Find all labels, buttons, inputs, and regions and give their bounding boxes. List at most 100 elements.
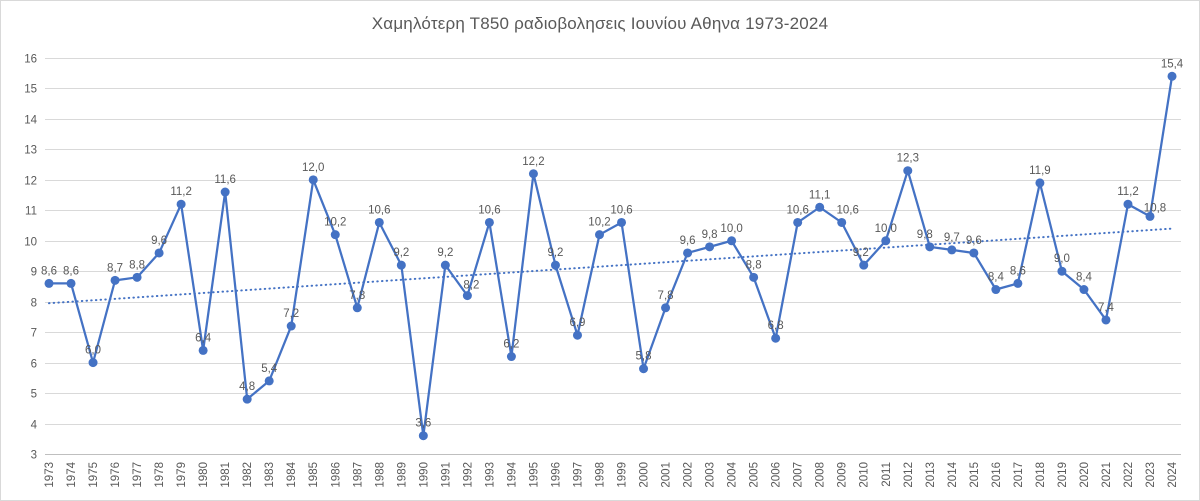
data-label: 9,6 [966, 235, 982, 247]
data-point-marker [903, 166, 913, 176]
data-label: 9,6 [151, 235, 167, 247]
data-point-marker [661, 303, 671, 313]
data-point-marker [969, 248, 979, 258]
data-label: 6,8 [768, 320, 784, 332]
y-tick-label: 6 [31, 359, 37, 371]
x-tick-label: 2014 [947, 461, 959, 487]
data-point-marker [198, 345, 208, 355]
data-point-marker [330, 230, 340, 240]
data-point-marker [881, 236, 891, 246]
x-tick-label: 1993 [484, 462, 496, 488]
data-point-marker [1123, 199, 1133, 209]
data-point-marker [683, 248, 693, 258]
x-tick-label: 1989 [396, 462, 408, 488]
data-label: 10,0 [875, 223, 897, 235]
data-label: 9,8 [702, 229, 718, 241]
data-label: 9,6 [680, 235, 696, 247]
y-axis-tick-labels: 3 4 5 6 7 8 9 10 11 12 13 14 15 16 [24, 54, 37, 462]
x-tick-label: 1994 [506, 461, 518, 487]
x-tick-label: 1999 [617, 462, 629, 488]
data-point-marker [308, 175, 318, 185]
data-point-marker [727, 236, 737, 246]
data-label: 8,6 [63, 265, 79, 277]
x-tick-label: 1976 [110, 462, 122, 488]
data-label: 9,2 [853, 247, 869, 259]
data-label: 5,8 [636, 351, 652, 363]
data-point-marker [440, 260, 450, 270]
data-point-marker [793, 217, 803, 227]
y-tick-label: 16 [24, 54, 37, 66]
x-tick-label: 2020 [1079, 462, 1091, 488]
x-tick-label: 1998 [595, 462, 607, 488]
data-point-marker [528, 169, 538, 179]
data-point-marker [815, 202, 825, 212]
data-point-marker [352, 303, 362, 313]
x-tick-label: 1974 [66, 461, 78, 487]
data-label: 8,8 [129, 259, 145, 271]
data-label: 9,8 [917, 229, 933, 241]
data-label: 10,6 [478, 204, 500, 216]
data-label: 6,4 [195, 332, 212, 344]
data-point-marker [132, 272, 142, 282]
x-tick-label: 2002 [683, 462, 695, 488]
x-tick-label: 2017 [1013, 462, 1025, 488]
data-label: 5,4 [261, 363, 278, 375]
y-tick-label: 5 [31, 389, 37, 401]
x-tick-label: 2021 [1101, 462, 1113, 488]
data-label: 3,6 [415, 418, 431, 430]
data-label: 9,0 [1054, 253, 1070, 265]
data-label: 10,6 [837, 204, 859, 216]
data-label: 12,3 [897, 153, 919, 165]
data-label: 8,7 [107, 262, 123, 274]
data-point-marker [595, 230, 604, 240]
x-tick-label: 2005 [749, 462, 761, 488]
data-label: 9,2 [547, 247, 563, 259]
x-tick-label: 1982 [242, 462, 254, 488]
x-tick-label: 2013 [925, 462, 937, 488]
data-point-marker [749, 272, 759, 282]
x-tick-label: 1978 [154, 462, 166, 488]
x-tick-label: 1980 [198, 462, 210, 488]
x-tick-label: 2018 [1035, 462, 1047, 488]
x-tick-label: 1992 [462, 462, 474, 488]
data-point-marker [1167, 71, 1177, 81]
x-tick-label: 2003 [705, 462, 717, 488]
x-tick-label: 2010 [859, 462, 871, 488]
y-tick-label: 7 [31, 328, 37, 340]
data-point-marker [925, 242, 935, 252]
x-tick-label: 2007 [793, 462, 805, 488]
data-label: 10,6 [786, 204, 808, 216]
data-label: 7,4 [1098, 302, 1115, 314]
data-label: 11,2 [1117, 186, 1139, 198]
x-tick-label: 2008 [815, 462, 827, 488]
data-point-marker [374, 217, 384, 227]
x-tick-label: 1981 [220, 462, 232, 488]
x-tick-label: 2009 [837, 462, 849, 488]
data-point-marker [286, 321, 296, 331]
data-label: 12,2 [522, 156, 544, 168]
data-point-marker [572, 330, 582, 340]
data-point-marker [705, 242, 715, 252]
x-tick-label: 2019 [1057, 462, 1069, 488]
data-point-marker [264, 376, 274, 386]
x-tick-label: 1995 [528, 462, 540, 488]
data-point-marker [1101, 315, 1111, 325]
data-label: 10,8 [1144, 202, 1166, 214]
data-point-marker [1013, 278, 1023, 288]
x-tick-label: 1991 [440, 462, 452, 488]
data-point-marker [110, 275, 120, 285]
data-point-marker [1145, 211, 1155, 221]
data-point-marker [550, 260, 560, 270]
data-label: 7,8 [658, 290, 674, 302]
data-point-marker [44, 278, 54, 288]
x-tick-label: 1984 [286, 461, 298, 487]
data-label: 4,8 [239, 381, 255, 393]
data-label: 8,6 [41, 265, 57, 277]
y-tick-label: 12 [24, 176, 37, 188]
y-tick-label: 11 [25, 206, 37, 218]
data-label: 10,2 [588, 217, 610, 229]
x-tick-label: 1975 [88, 462, 100, 488]
x-tick-label: 2023 [1145, 462, 1157, 488]
series-markers [44, 71, 1177, 441]
